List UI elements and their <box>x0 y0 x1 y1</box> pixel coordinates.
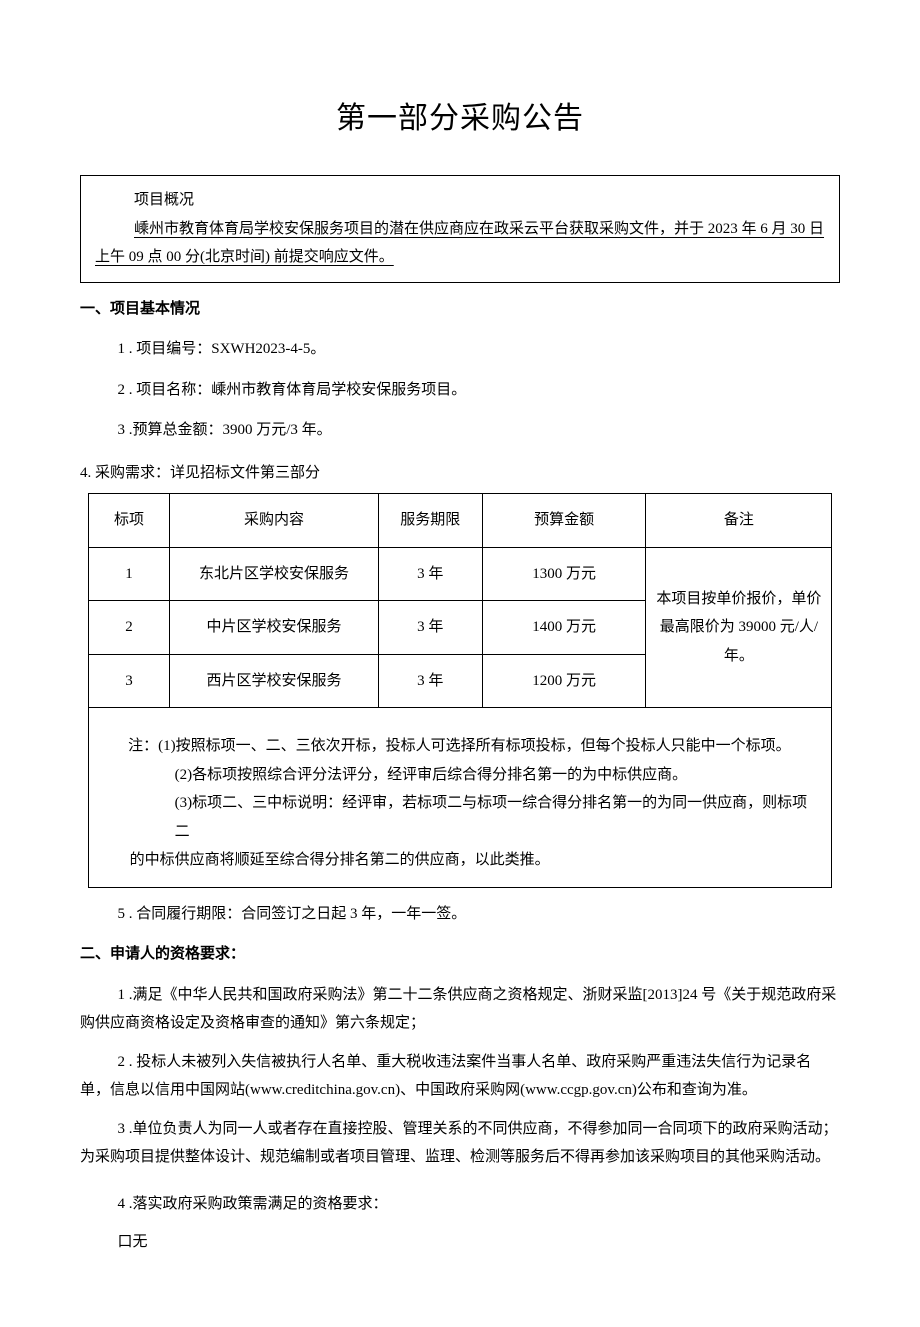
note-3b: 的中标供应商将顺延至综合得分排名第二的供应商，以此类推。 <box>103 846 818 875</box>
cell: 西片区学校安保服务 <box>170 654 378 708</box>
cell: 3 年 <box>378 654 482 708</box>
notes-box: 注：(1)按照标项一、二、三依次开标，投标人可选择所有标项投标，但每个投标人只能… <box>88 708 833 888</box>
cell: 2 <box>88 601 170 655</box>
s1-item-1: 1 . 项目编号：SXWH2023-4-5。 <box>118 335 841 364</box>
s2-p4: 4 .落实政府采购政策需满足的资格要求： <box>118 1190 841 1219</box>
note-3a: (3)标项二、三中标说明：经评审，若标项二与标项一综合得分排名第一的为同一供应商… <box>103 789 818 846</box>
th-budget: 预算金额 <box>482 494 646 548</box>
cell: 3 年 <box>378 601 482 655</box>
s2-p3: 3 .单位负责人为同一人或者存在直接控股、管理关系的不同供应商，不得参加同一合同… <box>80 1115 840 1172</box>
note-cell: 本项目按单价报价，单价最高限价为 39000 元/人/年。 <box>646 547 832 708</box>
cell: 东北片区学校安保服务 <box>170 547 378 601</box>
overview-label: 项目概况 <box>95 186 825 215</box>
table-row: 1 东北片区学校安保服务 3 年 1300 万元 本项目按单价报价，单价最高限价… <box>88 547 832 601</box>
cell: 中片区学校安保服务 <box>170 601 378 655</box>
th-content: 采购内容 <box>170 494 378 548</box>
s1-item-2: 2 . 项目名称：嵊州市教育体育局学校安保服务项目。 <box>118 376 841 405</box>
s2-checkbox-none: 口无 <box>118 1228 841 1257</box>
s2-p2: 2 . 投标人未被列入失信被执行人名单、重大税收违法案件当事人名单、政府采购严重… <box>80 1048 840 1105</box>
cell: 1 <box>88 547 170 601</box>
note-2: (2)各标项按照综合评分法评分，经评审后综合得分排名第一的为中标供应商。 <box>103 761 818 790</box>
cell: 3 <box>88 654 170 708</box>
table-header-row: 标项 采购内容 服务期限 预算金额 备注 <box>88 494 832 548</box>
requirements-table: 标项 采购内容 服务期限 预算金额 备注 1 东北片区学校安保服务 3 年 13… <box>88 493 833 708</box>
cell: 3 年 <box>378 547 482 601</box>
overview-box: 项目概况 嵊州市教育体育局学校安保服务项目的潜在供应商应在政采云平台获取采购文件… <box>80 175 840 283</box>
s2-p1: 1 .满足《中华人民共和国政府采购法》第二十二条供应商之资格规定、浙财采监[20… <box>80 981 840 1038</box>
section-2-head: 二、申请人的资格要求： <box>80 940 840 969</box>
th-period: 服务期限 <box>378 494 482 548</box>
note-1: 注：(1)按照标项一、二、三依次开标，投标人可选择所有标项投标，但每个投标人只能… <box>103 732 818 761</box>
section-1-head: 一、项目基本情况 <box>80 295 840 324</box>
s1-item-5: 5 . 合同履行期限：合同签订之日起 3 年，一年一签。 <box>118 900 841 929</box>
s1-item-4: 4. 采购需求：详见招标文件第三部分 <box>80 459 840 488</box>
cell: 1400 万元 <box>482 601 646 655</box>
th-note: 备注 <box>646 494 832 548</box>
s1-item-3: 3 .预算总金额：3900 万元/3 年。 <box>118 416 841 445</box>
cell: 1300 万元 <box>482 547 646 601</box>
overview-text: 嵊州市教育体育局学校安保服务项目的潜在供应商应在政采云平台获取采购文件，并于 2… <box>95 215 825 272</box>
cell: 1200 万元 <box>482 654 646 708</box>
th-lot: 标项 <box>88 494 170 548</box>
page-title: 第一部分采购公告 <box>80 90 840 147</box>
